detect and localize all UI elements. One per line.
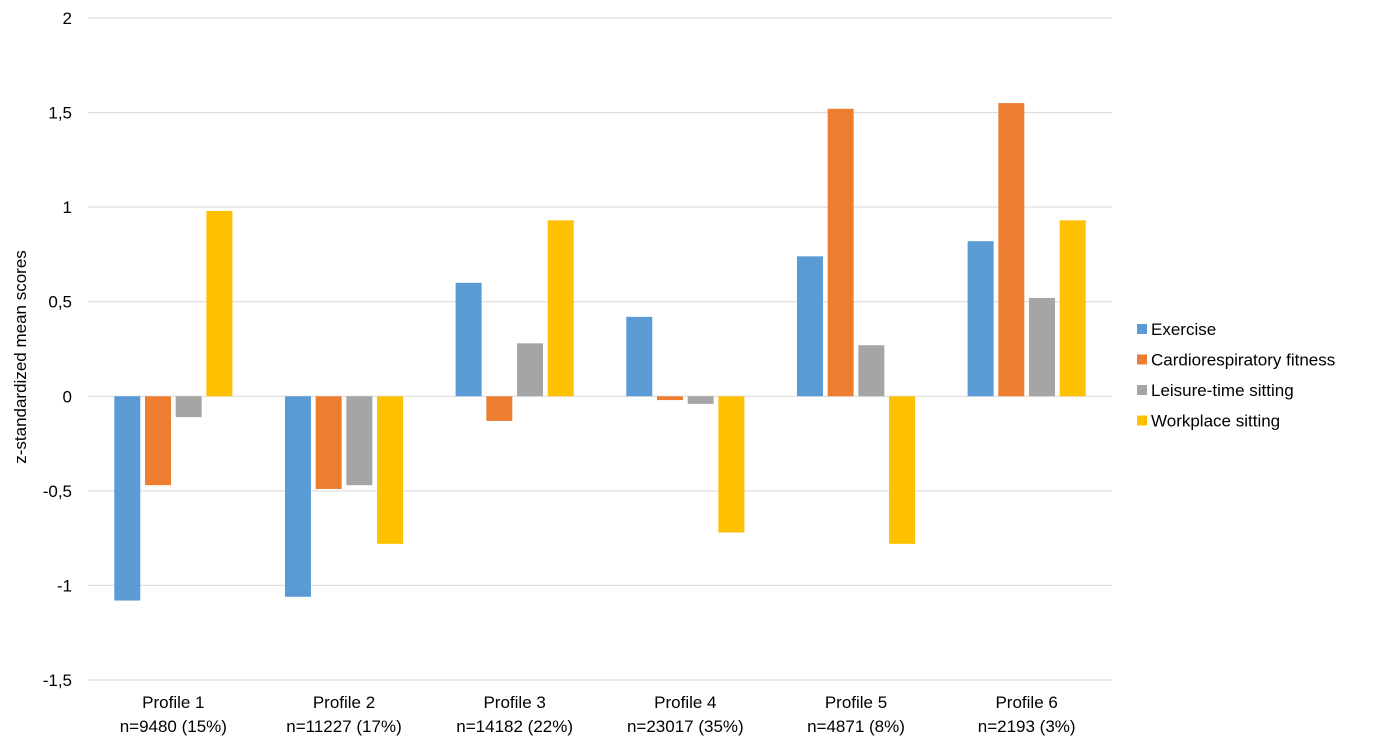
bar-workplace-sitting — [206, 210, 233, 397]
y-axis-ticks: 2 1,5 1 0,5 0 -0,5 -1 -1,5 — [43, 9, 72, 690]
legend-label: Leisure-time sitting — [1151, 381, 1294, 400]
category-sublabel: n=14182 (22%) — [456, 717, 573, 736]
bar-leisure-time-sitting — [175, 396, 202, 418]
y-tick-label: -1 — [57, 576, 72, 595]
category-sublabel: n=2193 (3%) — [978, 717, 1076, 736]
y-axis-title: z-standardized mean scores — [11, 250, 30, 464]
bar-leisure-time-sitting — [517, 343, 544, 397]
bar-workplace-sitting — [889, 396, 916, 544]
category-label: Profile 5 — [825, 693, 887, 712]
legend-swatch — [1137, 354, 1147, 365]
category-sublabel: n=11227 (17%) — [286, 717, 401, 736]
y-tick-label: -1,5 — [43, 671, 72, 690]
gridlines — [88, 17, 1112, 681]
y-tick-label: 0 — [63, 387, 72, 406]
bar-cardiorespiratory-fitness — [827, 108, 854, 397]
legend: Exercise Cardiorespiratory fitness Leisure… — [1137, 320, 1335, 431]
bar-exercise — [626, 316, 653, 397]
y-tick-label: 0,5 — [48, 293, 72, 312]
bar-exercise — [114, 396, 141, 601]
legend-swatch — [1137, 415, 1147, 426]
bar-exercise — [796, 256, 823, 397]
bar-workplace-sitting — [547, 220, 574, 397]
bar-workplace-sitting — [718, 396, 745, 533]
bar-cardiorespiratory-fitness — [656, 396, 683, 401]
bar-cardiorespiratory-fitness — [486, 396, 513, 421]
bar-cardiorespiratory-fitness — [144, 396, 171, 486]
legend-label: Exercise — [1151, 320, 1216, 339]
bar-leisure-time-sitting — [346, 396, 373, 486]
legend-label: Workplace sitting — [1151, 412, 1280, 431]
bar-exercise — [455, 282, 482, 397]
bar-cardiorespiratory-fitness — [998, 103, 1025, 397]
bar-workplace-sitting — [1059, 220, 1086, 397]
x-axis-labels: Profile 1 n=9480 (15%) Profile 2 n=11227 (1… — [120, 693, 1076, 736]
category-label: Profile 3 — [483, 693, 545, 712]
category-sublabel: n=4871 (8%) — [807, 717, 905, 736]
bar-exercise — [967, 241, 994, 397]
category-label: Profile 6 — [995, 693, 1057, 712]
y-tick-label: -0,5 — [43, 482, 72, 501]
category-label: Profile 2 — [313, 693, 375, 712]
bar-workplace-sitting — [377, 396, 404, 544]
bar-leisure-time-sitting — [687, 396, 714, 404]
category-label: Profile 4 — [654, 693, 716, 712]
category-sublabel: n=9480 (15%) — [120, 717, 227, 736]
bar-leisure-time-sitting — [1029, 297, 1056, 397]
legend-swatch — [1137, 324, 1147, 334]
bar-exercise — [284, 396, 311, 597]
category-label: Profile 1 — [142, 693, 204, 712]
bar-leisure-time-sitting — [858, 345, 885, 397]
legend-label: Cardiorespiratory fitness — [1151, 351, 1335, 370]
category-sublabel: n=23017 (35%) — [627, 717, 744, 736]
legend-swatch — [1137, 385, 1147, 395]
y-tick-label: 2 — [63, 9, 72, 28]
y-tick-label: 1 — [63, 198, 72, 217]
bar-cardiorespiratory-fitness — [315, 396, 342, 489]
y-tick-label: 1,5 — [48, 104, 72, 123]
bars — [114, 103, 1086, 601]
